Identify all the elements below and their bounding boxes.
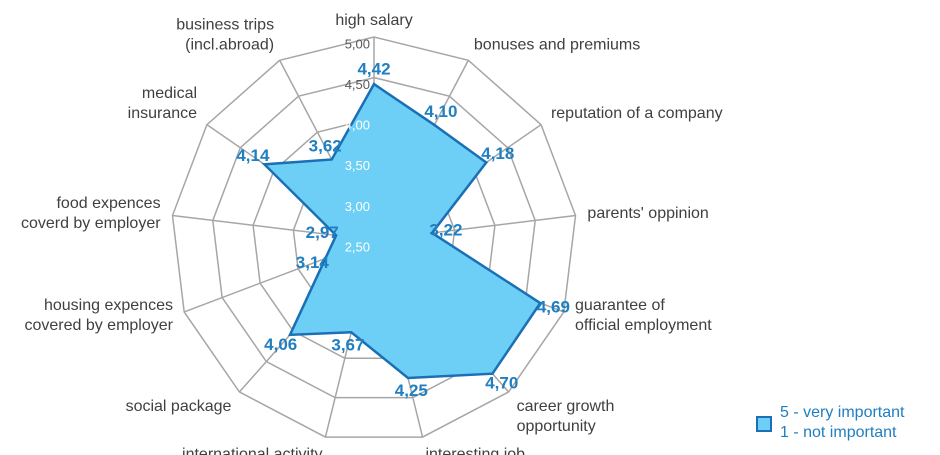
- value-label: 4,18: [481, 144, 514, 163]
- category-label: interesting job: [425, 446, 525, 455]
- category-label: reputation of a company: [551, 105, 723, 122]
- category-label: parents' oppinion: [587, 205, 708, 222]
- value-label: 3,62: [309, 137, 342, 156]
- value-label: 4,10: [424, 102, 457, 121]
- value-label: 4,14: [236, 146, 270, 165]
- value-label: 4,42: [357, 60, 390, 79]
- legend-swatch: [756, 416, 772, 432]
- value-label: 4,25: [395, 381, 428, 400]
- category-label: international activity: [182, 446, 323, 455]
- value-label: 3,67: [331, 335, 364, 354]
- radar-area: [261, 82, 543, 380]
- grid-ring: [171, 36, 577, 438]
- value-label: 3,14: [296, 253, 330, 272]
- grid-ring: [212, 76, 536, 399]
- r-tick-label: 3,50: [345, 158, 370, 173]
- category-label: career growth opportunity: [517, 398, 615, 435]
- category-label: housing expences covered by employer: [24, 297, 173, 334]
- r-tick-label: 5,00: [345, 36, 370, 51]
- category-label: medical insurance: [128, 85, 197, 122]
- category-label: food expences coverd by employer: [21, 195, 161, 232]
- category-label: guarantee of official employment: [575, 297, 712, 334]
- category-label: business trips (incl.abroad): [176, 17, 274, 54]
- grid-ring: [252, 117, 496, 360]
- category-label: high salary: [335, 12, 412, 29]
- value-label: 4,70: [485, 374, 518, 393]
- value-label: 3,22: [429, 221, 462, 240]
- value-label: 4,06: [264, 335, 297, 354]
- category-label: social package: [126, 398, 232, 415]
- category-label: bonuses and premiums: [474, 37, 640, 54]
- r-tick-label: 4,50: [345, 77, 370, 92]
- value-label: 4,69: [537, 298, 570, 317]
- legend-label: 5 - very important 1 - not important: [780, 404, 905, 441]
- r-tick-label: 4,00: [345, 118, 370, 133]
- r-tick-label: 2,50: [345, 239, 370, 254]
- r-tick-label: 3,00: [345, 199, 370, 214]
- value-label: 2,97: [306, 223, 339, 242]
